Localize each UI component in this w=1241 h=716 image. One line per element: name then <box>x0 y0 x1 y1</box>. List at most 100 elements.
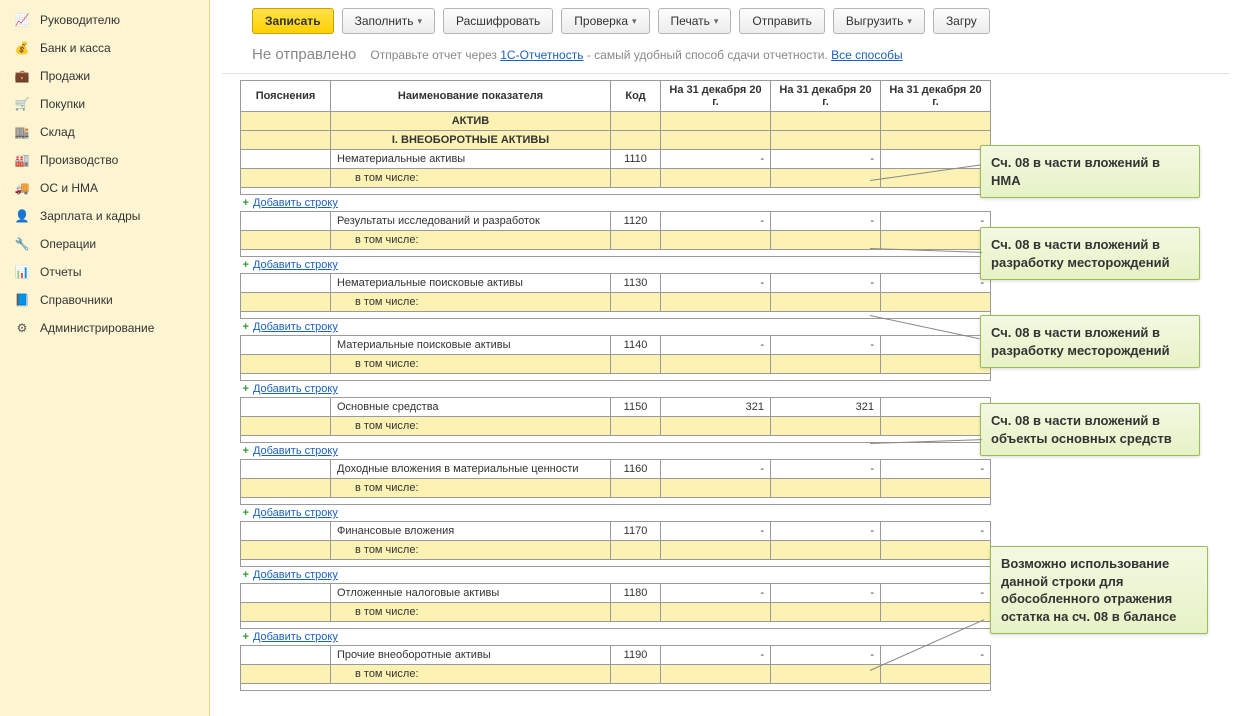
sidebar-item-label: Справочники <box>40 293 113 307</box>
subsection-title: I. ВНЕОБОРОТНЫЕ АКТИВЫ <box>331 131 611 150</box>
sidebar-item-admin[interactable]: ⚙Администрирование <box>0 314 209 342</box>
add-row-link[interactable]: Добавить строку <box>253 631 338 643</box>
col-date3: На 31 декабря 20 г. <box>881 81 991 112</box>
cell-v2[interactable]: - <box>771 150 881 169</box>
sidebar-item-label: Администрирование <box>40 321 154 335</box>
cell-v1[interactable]: - <box>661 150 771 169</box>
cell-prov[interactable] <box>241 274 331 293</box>
add-row-link[interactable]: Добавить строку <box>253 445 338 457</box>
cell-v2[interactable]: - <box>771 522 881 541</box>
cell-v2[interactable]: - <box>771 584 881 603</box>
add-row-link[interactable]: Добавить строку <box>253 321 338 333</box>
table-row: Нематериальные поисковые активы1130--- <box>241 274 991 293</box>
cell-name: Основные средства <box>331 398 611 417</box>
cell-v3[interactable]: - <box>881 460 991 479</box>
cell-prov[interactable] <box>241 150 331 169</box>
print-button[interactable]: Печать▾ <box>658 8 732 34</box>
chart-icon: 📈 <box>14 12 30 28</box>
sidebar-item-operations[interactable]: 🔧Операции <box>0 230 209 258</box>
col-name: Наименование показателя <box>331 81 611 112</box>
fill-button[interactable]: Заполнить▾ <box>342 8 435 34</box>
sidebar-item-label: Склад <box>40 125 75 139</box>
factory-icon: 🏭 <box>14 152 30 168</box>
check-button[interactable]: Проверка▾ <box>561 8 649 34</box>
cell-v3[interactable]: - <box>881 646 991 665</box>
add-row-link[interactable]: Добавить строку <box>253 507 338 519</box>
cell-v3[interactable]: - <box>881 336 991 355</box>
cell-prov[interactable] <box>241 584 331 603</box>
cell-prov[interactable] <box>241 398 331 417</box>
cell-code: 1150 <box>611 398 661 417</box>
cell-v1[interactable]: - <box>661 212 771 231</box>
cell-v1[interactable]: - <box>661 646 771 665</box>
cell-v1[interactable]: - <box>661 460 771 479</box>
add-row-link[interactable]: Добавить строку <box>253 569 338 581</box>
cart-icon: 🛒 <box>14 96 30 112</box>
cell-v3[interactable]: - <box>881 522 991 541</box>
spacer-row <box>241 374 991 381</box>
add-row-line: +Добавить строку <box>241 257 991 274</box>
sidebar-item-assets[interactable]: 🚚ОС и НМА <box>0 174 209 202</box>
cell-prov[interactable] <box>241 336 331 355</box>
warehouse-icon: 🏬 <box>14 124 30 140</box>
add-row-line: +Добавить строку <box>241 381 991 398</box>
spacer-row <box>241 684 991 691</box>
cell-prov[interactable] <box>241 646 331 665</box>
cell-v3[interactable]: - <box>881 212 991 231</box>
caret-icon: ▾ <box>714 16 719 27</box>
cell-prov[interactable] <box>241 522 331 541</box>
spacer-row <box>241 560 991 567</box>
cell-code: 1180 <box>611 584 661 603</box>
sidebar-item-salary[interactable]: 👤Зарплата и кадры <box>0 202 209 230</box>
table-row: Финансовые вложения1170--- <box>241 522 991 541</box>
vtom-label: в том числе: <box>331 231 611 250</box>
spacer-row <box>241 188 991 195</box>
cell-v3[interactable]: - <box>881 584 991 603</box>
link-1c-report[interactable]: 1С-Отчетность <box>500 48 583 62</box>
cell-v3[interactable]: - <box>881 398 991 417</box>
send-button[interactable]: Отправить <box>739 8 825 34</box>
cell-v2[interactable]: - <box>771 274 881 293</box>
add-row-link[interactable]: Добавить строку <box>253 197 338 209</box>
caret-icon: ▾ <box>632 16 637 27</box>
export-button[interactable]: Выгрузить▾ <box>833 8 925 34</box>
cell-v2[interactable]: 321 <box>771 398 881 417</box>
sidebar-item-purchases[interactable]: 🛒 Покупки <box>0 90 209 118</box>
link-all-methods[interactable]: Все способы <box>831 48 903 62</box>
cell-v3[interactable]: - <box>881 274 991 293</box>
sidebar-item-dictionaries[interactable]: 📘Справочники <box>0 286 209 314</box>
vtom-row: в том числе: <box>241 231 991 250</box>
bars-icon: 📊 <box>14 264 30 280</box>
cell-v1[interactable]: - <box>661 584 771 603</box>
subsection-row: I. ВНЕОБОРОТНЫЕ АКТИВЫ <box>241 131 991 150</box>
load-button[interactable]: Загру <box>933 8 990 34</box>
cell-prov[interactable] <box>241 212 331 231</box>
sidebar-item-manager[interactable]: 📈Руководителю <box>0 6 209 34</box>
cell-prov[interactable] <box>241 460 331 479</box>
add-row-link[interactable]: Добавить строку <box>253 383 338 395</box>
annotation-2: Сч. 08 в части вложений в разработку мес… <box>980 227 1200 280</box>
cell-v2[interactable]: - <box>771 646 881 665</box>
sidebar-item-reports[interactable]: 📊Отчеты <box>0 258 209 286</box>
add-row-line: +Добавить строку <box>241 505 991 522</box>
vtom-label: в том числе: <box>331 541 611 560</box>
sidebar-item-label: Покупки <box>40 97 85 111</box>
write-button[interactable]: Записать <box>252 8 334 34</box>
cell-v2[interactable]: - <box>771 212 881 231</box>
annotation-5: Возможно использование данной строки для… <box>990 546 1208 634</box>
decode-button[interactable]: Расшифровать <box>443 8 553 34</box>
sidebar-item-bank[interactable]: 💰Банк и касса <box>0 34 209 62</box>
add-row-link[interactable]: Добавить строку <box>253 259 338 271</box>
cell-v2[interactable]: - <box>771 336 881 355</box>
cell-v1[interactable]: - <box>661 274 771 293</box>
cell-v1[interactable]: - <box>661 336 771 355</box>
table-row: Отложенные налоговые активы1180--- <box>241 584 991 603</box>
table-row: Прочие внеоборотные активы1190--- <box>241 646 991 665</box>
sidebar-item-sales[interactable]: 💼Продажи <box>0 62 209 90</box>
cell-v1[interactable]: 321 <box>661 398 771 417</box>
sidebar-item-warehouse[interactable]: 🏬 Склад <box>0 118 209 146</box>
col-date2: На 31 декабря 20 г. <box>771 81 881 112</box>
cell-v1[interactable]: - <box>661 522 771 541</box>
cell-v2[interactable]: - <box>771 460 881 479</box>
sidebar-item-production[interactable]: 🏭Производство <box>0 146 209 174</box>
